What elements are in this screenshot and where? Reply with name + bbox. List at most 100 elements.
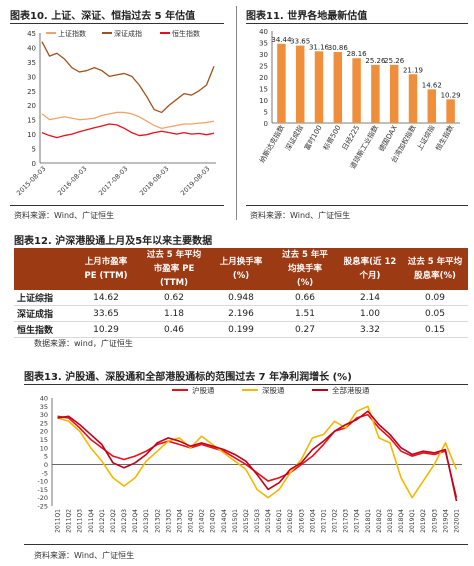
y-tick-label: 20 (259, 74, 268, 82)
table-header-cell: 过去 5 年平 均换手率 (%) (272, 248, 338, 290)
x-tick-label: 2018Q1 (365, 509, 372, 533)
y-tick-label: 40 (40, 395, 48, 403)
y-tick-label: 25 (259, 63, 268, 71)
header-line: (%) (232, 271, 250, 281)
bar (371, 64, 380, 123)
x-tick-label: 2012Q3 (121, 509, 128, 533)
data-label: 33.65 (290, 38, 310, 46)
x-tick-label: 2019Q2 (420, 509, 427, 533)
data-label: 25.26 (384, 57, 405, 65)
x-tick-label: 2016Q4 (309, 509, 316, 533)
x-tick-label: 2015Q4 (265, 509, 272, 533)
fig12-title: 图表12. 沪深港股通上月及5年以来主要数据 (14, 236, 213, 247)
x-tick-label: 2013Q2 (154, 509, 161, 533)
fig10-top-rule (10, 23, 224, 24)
y-tick-label: 15 (259, 86, 268, 94)
table-header-cell: 上月换手率 (%) (210, 248, 272, 290)
y-tick-label: 0 (44, 461, 48, 469)
y-tick-label: 10 (27, 131, 36, 139)
y-tick-label: 15 (27, 117, 36, 125)
header-line: 市盈率 PE (153, 264, 195, 274)
y-tick-label: 40 (27, 44, 36, 52)
x-tick-label: 2019Q4 (442, 509, 449, 533)
x-tick-label: 2017Q3 (343, 509, 350, 533)
bar (446, 99, 455, 123)
x-tick-label: 2018Q4 (398, 509, 405, 533)
y-tick-label: -5 (42, 469, 48, 477)
legend-label: 深股通 (262, 386, 285, 395)
x-tick-label: 2013Q3 (165, 509, 172, 533)
bar (277, 43, 286, 123)
bar (314, 51, 324, 123)
y-tick-label: 15 (40, 436, 48, 444)
header-line: 股息率(%) (414, 271, 456, 281)
y-tick-label: 5 (44, 453, 48, 461)
series-line (41, 123, 215, 139)
table-row: 深证成指 33.65 1.18 2.196 1.51 1.00 0.05 (14, 305, 468, 322)
fig10-bottom-rule (10, 205, 224, 206)
table-cell: 33.65 (74, 305, 138, 322)
header-line: 过去 5 年平 (282, 250, 328, 260)
x-tick-label: 深证成指 (283, 124, 305, 153)
data-label: 25.26 (365, 57, 386, 65)
header-line: 上月换手率 (219, 257, 263, 267)
header-line: PE (TTM) (84, 271, 128, 281)
y-tick-label: 5 (32, 146, 36, 154)
table-header-cell: 过去 5 年平均 股息率(%) (402, 248, 468, 290)
table-cell: 0.05 (402, 305, 468, 322)
figure-divider (236, 6, 237, 220)
y-tick-label: 30 (259, 51, 268, 59)
x-tick-label: 2012Q2 (110, 509, 117, 533)
y-tick-label: 0 (32, 160, 36, 168)
x-tick-label: 2019Q3 (431, 509, 438, 533)
series-line (57, 405, 458, 499)
fig13-source: 资料来源：Wind、广证恒生 (34, 551, 135, 560)
table-cell: 1.00 (338, 305, 402, 322)
data-label: 28.16 (347, 50, 368, 58)
x-tick-label: 2017Q1 (320, 509, 327, 533)
x-tick-label: 2018-08-03 (138, 165, 170, 197)
fig11-bottom-rule (246, 205, 468, 206)
table-header-cell (14, 248, 74, 290)
x-tick-label: 2014Q1 (188, 509, 195, 533)
fig10-source: 资料来源：Wind、广证恒生 (14, 211, 115, 220)
table-cell: 2.14 (338, 290, 402, 306)
x-tick-label: 上证综指 (415, 124, 437, 153)
y-tick-label: -10 (37, 478, 48, 486)
y-tick-label: 20 (27, 102, 36, 110)
x-tick-label: 2011Q1 (55, 509, 62, 533)
y-tick-label: 40 (259, 28, 268, 36)
x-tick-label: 恒生指数 (434, 124, 456, 153)
x-tick-label: 2016Q2 (287, 509, 294, 533)
x-tick-label: 2013Q1 (143, 509, 150, 533)
x-tick-label: 2015-08-03 (15, 165, 47, 197)
table-row: 恒生指数 10.29 0.46 0.199 0.27 3.32 0.15 (14, 321, 468, 338)
fig12-source: 数据来源：wind，广证恒生 (34, 339, 133, 348)
x-tick-label: 2011Q2 (66, 509, 73, 533)
x-tick-label: 日经225 (340, 124, 361, 152)
fig11-title: 图表11. 世界各地最新估值 (246, 11, 368, 22)
x-tick-label: 2019-08-03 (179, 165, 211, 197)
y-tick-label: 25 (40, 419, 48, 427)
y-tick-label: 35 (40, 403, 48, 411)
legend-label: 全部港股通 (332, 386, 370, 395)
y-tick-label: 25 (27, 88, 36, 96)
table-cell: 2.196 (210, 305, 272, 322)
table-row: 上证综指 14.62 0.62 0.948 0.66 2.14 0.09 (14, 290, 468, 306)
bar (408, 74, 418, 123)
x-tick-label: 纳斯达克指数 (257, 124, 286, 165)
fig11-top-rule (246, 23, 468, 24)
legend-label: 深证成指 (114, 29, 142, 38)
x-tick-label: 2019Q1 (409, 509, 416, 533)
x-tick-label: 2015Q1 (232, 509, 239, 533)
y-tick-label: 35 (259, 40, 268, 48)
table-cell: 1.51 (272, 305, 338, 322)
data-label: 34.44 (271, 36, 292, 44)
table-cell: 1.18 (138, 305, 210, 322)
fig13-bottom-rule (24, 544, 468, 545)
table-cell: 3.32 (338, 321, 402, 338)
data-label: 31.16 (309, 43, 330, 51)
header-line: 个月) (359, 271, 381, 281)
